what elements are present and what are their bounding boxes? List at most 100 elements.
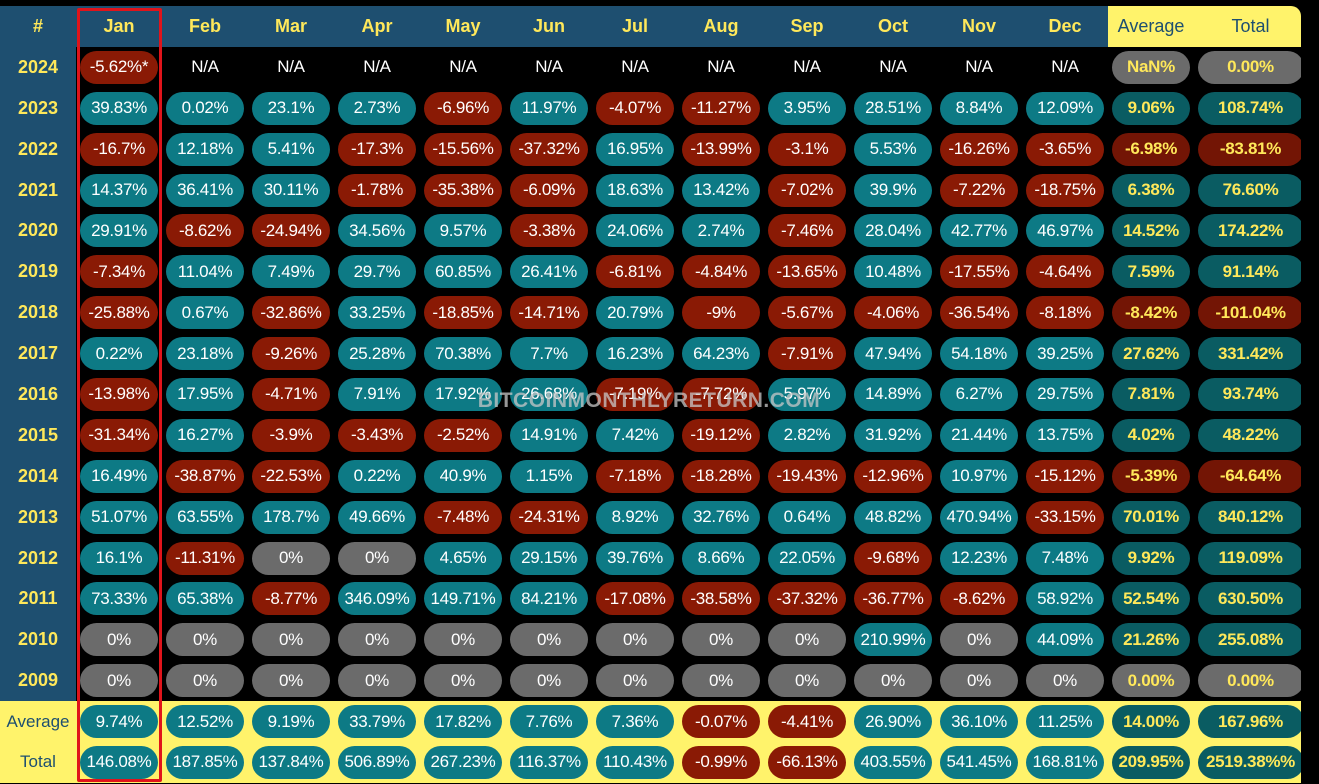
return-value: N/A <box>191 57 219 77</box>
return-value: N/A <box>621 57 649 77</box>
month-cell: 42.77% <box>936 210 1022 252</box>
header-nov[interactable]: Nov <box>936 6 1022 47</box>
month-cell: 149.71% <box>420 578 506 620</box>
month-cell: 20.79% <box>592 292 678 334</box>
month-cell: 70.38% <box>420 333 506 375</box>
month-cell: -3.38% <box>506 210 592 252</box>
month-cell: 49.66% <box>334 496 420 538</box>
header-dec[interactable]: Dec <box>1022 6 1108 47</box>
header-total[interactable]: Total <box>1194 6 1301 47</box>
year-label: 2016 <box>0 374 76 415</box>
return-value: 29.7% <box>338 255 416 289</box>
total-value: -64.64% <box>1197 459 1301 493</box>
return-value: 39.76% <box>596 541 674 575</box>
month-cell: 26.68% <box>506 374 592 415</box>
return-value: -11.27% <box>682 91 760 125</box>
month-cell: -31.34% <box>76 414 162 456</box>
return-value: -19.12% <box>682 418 760 452</box>
return-value: 13.75% <box>1026 418 1104 452</box>
return-value: -4.06% <box>854 296 932 330</box>
return-value: 28.04% <box>854 214 932 248</box>
month-cell: 60.85% <box>420 251 506 293</box>
average-cell: 21.26% <box>1108 619 1194 661</box>
return-value: -7.34% <box>80 255 158 289</box>
summary-value: 146.08% <box>80 745 158 779</box>
return-value: -35.38% <box>424 173 502 207</box>
return-value: -8.77% <box>252 582 330 616</box>
total-value: 331.42% <box>1197 337 1301 371</box>
return-value: 7.7% <box>510 337 588 371</box>
month-cell: 8.92% <box>592 496 678 538</box>
month-cell: 5.97% <box>764 374 850 415</box>
year-label: 2021 <box>0 169 76 211</box>
month-cell: -18.75% <box>1022 169 1108 211</box>
month-cell: 17.92% <box>420 374 506 415</box>
return-value: 0% <box>682 664 760 698</box>
average-cell: -6.98% <box>1108 128 1194 170</box>
month-cell: 29.75% <box>1022 374 1108 415</box>
month-cell: 25.28% <box>334 333 420 375</box>
return-value: -7.72% <box>682 377 760 411</box>
return-value: 0% <box>166 664 244 698</box>
header-sep[interactable]: Sep <box>764 6 850 47</box>
return-value: -9.26% <box>252 337 330 371</box>
return-value: 29.15% <box>510 541 588 575</box>
return-value: 0.22% <box>80 337 158 371</box>
summary-total-cell: 2519.38%% <box>1194 742 1301 783</box>
return-value: -24.31% <box>510 500 588 534</box>
return-value: -36.77% <box>854 582 932 616</box>
summary-average-cell: 14.00% <box>1108 701 1194 743</box>
average-value: 52.54% <box>1112 582 1190 616</box>
return-value: 39.25% <box>1026 337 1104 371</box>
year-label: 2017 <box>0 333 76 375</box>
month-cell: 0% <box>592 660 678 702</box>
month-cell: N/A <box>850 46 936 88</box>
header-may[interactable]: May <box>420 6 506 47</box>
header-aug[interactable]: Aug <box>678 6 764 47</box>
summary-cell: 267.23% <box>420 742 506 783</box>
header-jun[interactable]: Jun <box>506 6 592 47</box>
return-value: -16.26% <box>940 132 1018 166</box>
month-cell: 47.94% <box>850 333 936 375</box>
return-value: -7.91% <box>768 337 846 371</box>
month-cell: N/A <box>1022 46 1108 88</box>
header-feb[interactable]: Feb <box>162 6 248 47</box>
return-value: 16.27% <box>166 418 244 452</box>
return-value: -13.99% <box>682 132 760 166</box>
month-cell: 7.7% <box>506 333 592 375</box>
month-cell: 16.27% <box>162 414 248 456</box>
month-cell: -19.43% <box>764 455 850 497</box>
return-value: 0% <box>596 623 674 657</box>
return-value: 24.06% <box>596 214 674 248</box>
summary-cell: 12.52% <box>162 701 248 743</box>
month-cell: 12.23% <box>936 537 1022 579</box>
month-cell: 12.18% <box>162 128 248 170</box>
return-value: -38.87% <box>166 459 244 493</box>
return-value: 4.65% <box>424 541 502 575</box>
month-cell: 17.95% <box>162 374 248 415</box>
month-cell: 0% <box>420 619 506 661</box>
header-oct[interactable]: Oct <box>850 6 936 47</box>
return-value: 0% <box>338 664 416 698</box>
header-mar[interactable]: Mar <box>248 6 334 47</box>
total-cell: -64.64% <box>1194 455 1301 497</box>
return-value: 65.38% <box>166 582 244 616</box>
month-cell: N/A <box>592 46 678 88</box>
month-cell: -16.7% <box>76 128 162 170</box>
header-jul[interactable]: Jul <box>592 6 678 47</box>
month-cell: 14.89% <box>850 374 936 415</box>
header-apr[interactable]: Apr <box>334 6 420 47</box>
header-jan[interactable]: Jan <box>76 6 162 47</box>
month-cell: 7.42% <box>592 414 678 456</box>
month-cell: 36.41% <box>162 169 248 211</box>
return-value: 29.91% <box>80 214 158 248</box>
average-cell: NaN% <box>1108 46 1194 88</box>
total-cell: 48.22% <box>1194 414 1301 456</box>
total-cell: 108.74% <box>1194 87 1301 129</box>
header-average[interactable]: Average <box>1108 6 1194 47</box>
month-cell: 2.82% <box>764 414 850 456</box>
return-value: -9.68% <box>854 541 932 575</box>
month-cell: 64.23% <box>678 333 764 375</box>
return-value: 8.84% <box>940 91 1018 125</box>
summary-value: 9.74% <box>80 705 158 739</box>
